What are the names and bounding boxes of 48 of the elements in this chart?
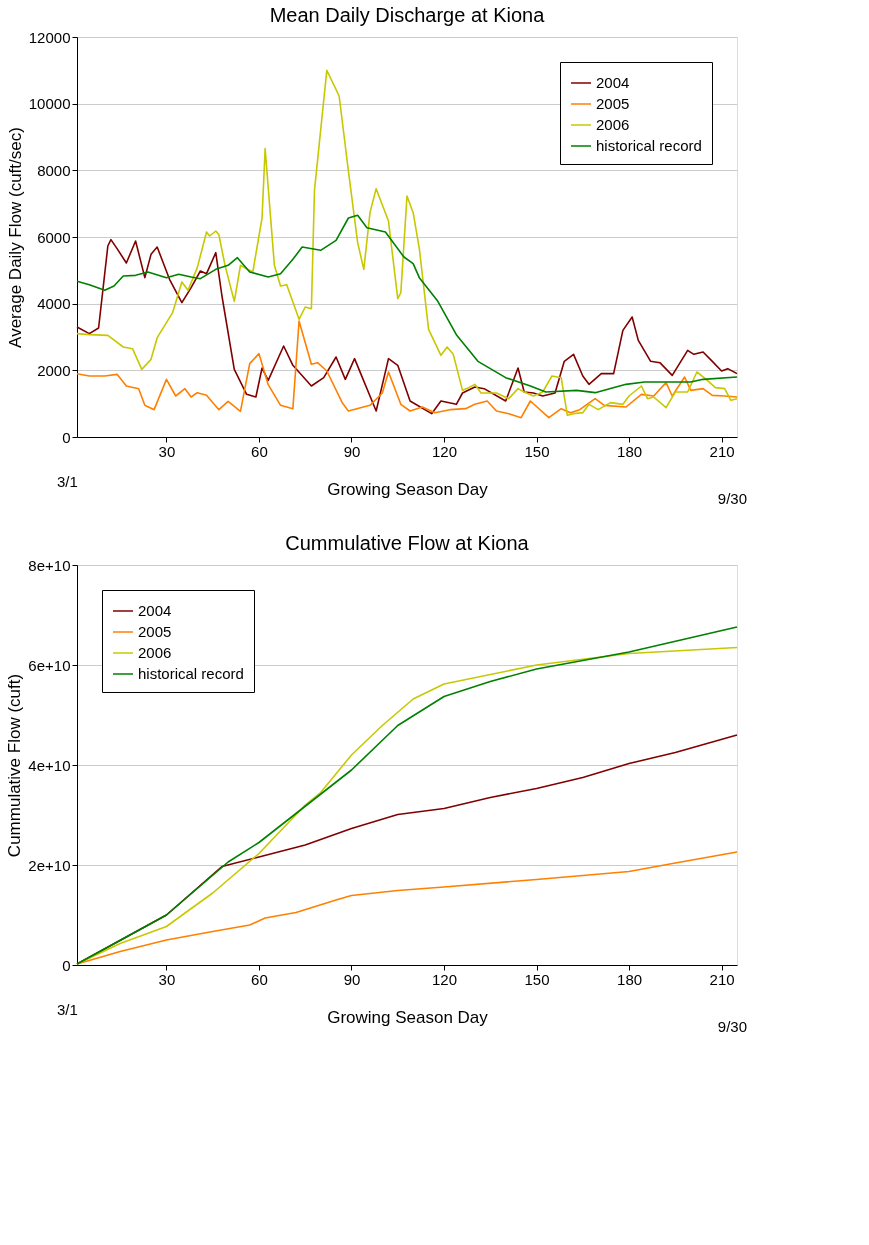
y-tick-label: 2000 (37, 361, 71, 379)
x-tick-label: 60 (251, 442, 268, 460)
line-series (76, 238, 738, 415)
y-tick-label: 8e+10 (28, 556, 71, 574)
x-tick-label: 180 (617, 970, 643, 988)
legend-label: 2005 (596, 95, 630, 112)
y-tick-label: 0 (62, 956, 71, 974)
legend-label: 2004 (138, 602, 172, 619)
text: 9/30 (717, 490, 747, 507)
legend-label: 2006 (596, 116, 630, 133)
x-tick-label: 30 (158, 442, 176, 460)
legend-label: 2004 (596, 74, 630, 91)
y-tick-label: 12000 (28, 28, 71, 46)
line-series (76, 214, 738, 394)
y-tick-label: 10000 (28, 95, 71, 113)
x-tick-label: 150 (524, 970, 550, 988)
y-tick-label: 4000 (37, 295, 71, 313)
line-series (76, 320, 738, 419)
x-tick-label: 150 (524, 442, 550, 460)
y-tick-label: 6000 (37, 228, 71, 246)
y-tick-label: 2e+10 (28, 856, 71, 874)
x-tick-label: 60 (251, 970, 268, 988)
y-tick-label: 6e+10 (28, 656, 71, 674)
legend-label: historical record (596, 137, 702, 154)
line-series (76, 69, 738, 417)
text: 9/30 (717, 1018, 747, 1035)
chart-title: Mean Daily Discharge at Kiona (269, 4, 546, 26)
chart-title: Cummulative Flow at Kiona (285, 532, 530, 554)
y-tick-label: 8000 (37, 161, 71, 179)
y-axis-title: Average Daily Flow (cuft/sec) (5, 127, 25, 348)
legend-label: 2006 (138, 644, 172, 661)
legend-label: historical record (138, 665, 244, 682)
x-tick-label: 90 (343, 442, 361, 460)
x-tick-label: 90 (343, 970, 361, 988)
x-axis-title: Growing Season Day (327, 479, 489, 499)
x-tick-label: 180 (617, 442, 643, 460)
x-tick-label: 120 (431, 970, 458, 988)
x-axis-title: Growing Season Day (327, 1007, 489, 1027)
x-tick-label: 210 (709, 970, 735, 988)
y-axis-title: Cummulative Flow (cuft) (5, 673, 25, 858)
x-tick-label: 210 (709, 442, 735, 460)
x-tick-label: 120 (431, 442, 458, 460)
text: 3/1 (57, 1001, 78, 1018)
y-tick-label: 4e+10 (28, 756, 71, 774)
x-tick-label: 30 (158, 970, 176, 988)
legend-label: 2005 (138, 623, 172, 640)
y-tick-label: 0 (62, 428, 71, 446)
text: 3/1 (57, 473, 78, 490)
